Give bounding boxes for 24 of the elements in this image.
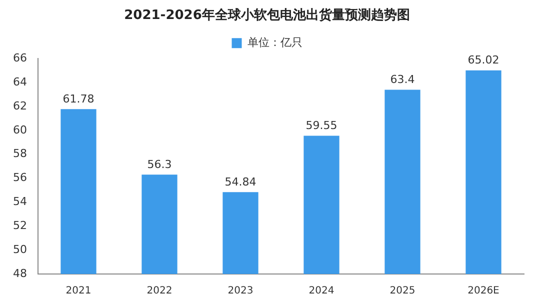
- x-tick-label: 2022: [146, 286, 172, 297]
- x-tick-label: 2026E: [468, 286, 500, 297]
- x-tick-label: 2025: [390, 286, 416, 297]
- y-tick-label: 64: [12, 75, 27, 88]
- data-label: 56.3: [147, 158, 172, 172]
- y-tick-label: 66: [12, 51, 27, 64]
- data-label: 59.55: [306, 119, 338, 132]
- x-tick-label: 2021: [66, 286, 92, 297]
- legend-label: 单位：亿只: [247, 36, 302, 49]
- y-tick-label: 62: [12, 99, 27, 112]
- data-label: 63.4: [390, 73, 415, 86]
- y-tick-label: 48: [12, 266, 27, 280]
- y-tick-label: 60: [12, 123, 27, 136]
- y-tick-label: 54: [12, 195, 27, 208]
- data-label: 65.02: [468, 54, 500, 67]
- chart-title: 2021-2026年全球小软包电池出货量预测趋势图: [124, 7, 410, 24]
- y-tick-label: 56: [12, 171, 27, 184]
- y-tick-label: 52: [12, 218, 27, 232]
- data-label: 61.78: [62, 92, 94, 106]
- x-tick-label: 2024: [308, 286, 334, 297]
- x-tick-label: 2023: [228, 286, 254, 297]
- y-tick-label: 58: [12, 147, 27, 160]
- y-tick-label: 50: [12, 242, 27, 256]
- data-label: 54.84: [224, 176, 256, 189]
